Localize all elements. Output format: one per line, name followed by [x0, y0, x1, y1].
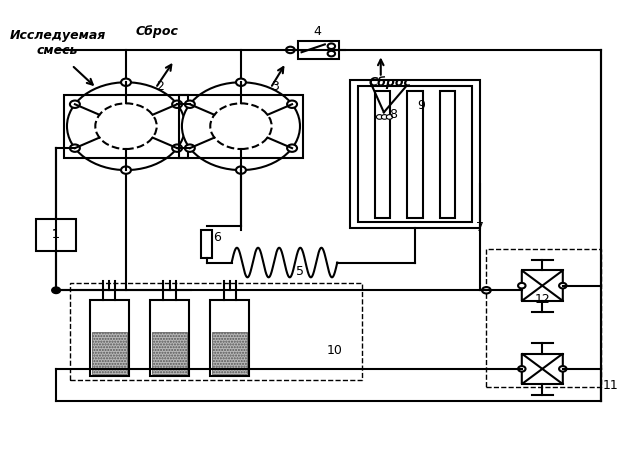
Text: Сброс: Сброс	[369, 76, 412, 89]
Bar	[152, 332, 188, 374]
Circle shape	[185, 100, 195, 108]
Circle shape	[182, 82, 300, 170]
Circle shape	[287, 145, 297, 152]
Circle shape	[559, 366, 566, 372]
Text: 1: 1	[52, 228, 60, 241]
Text: 11: 11	[603, 379, 618, 392]
Circle shape	[381, 115, 388, 119]
Text: 9: 9	[417, 99, 425, 112]
Circle shape	[376, 115, 383, 119]
Circle shape	[172, 100, 182, 108]
Circle shape	[387, 115, 392, 119]
Bar	[92, 332, 127, 374]
Bar	[212, 332, 248, 374]
Bar	[486, 249, 602, 387]
Bar	[407, 91, 422, 218]
Polygon shape	[542, 271, 563, 301]
Text: Исследуемая
смесь: Исследуемая смесь	[10, 29, 106, 57]
Circle shape	[121, 166, 131, 174]
Bar	[64, 94, 188, 158]
Bar	[440, 91, 455, 218]
Polygon shape	[522, 271, 542, 301]
Circle shape	[52, 287, 60, 293]
Text: 4: 4	[314, 25, 321, 38]
Circle shape	[518, 283, 525, 288]
Bar	[70, 283, 362, 380]
Bar	[210, 299, 250, 376]
Bar	[358, 86, 472, 222]
Circle shape	[172, 145, 182, 152]
Circle shape	[482, 287, 491, 293]
Bar	[179, 94, 303, 158]
Text: 8: 8	[389, 108, 397, 121]
Bar	[349, 80, 480, 228]
Bar	[150, 299, 189, 376]
Text: 3: 3	[271, 80, 279, 93]
Circle shape	[70, 100, 80, 108]
Circle shape	[236, 79, 246, 86]
Bar	[374, 91, 390, 218]
Polygon shape	[542, 353, 563, 384]
Text: 10: 10	[326, 344, 342, 357]
Circle shape	[236, 166, 246, 174]
Text: 5: 5	[296, 266, 304, 278]
Text: 12: 12	[534, 293, 550, 306]
Circle shape	[121, 79, 131, 86]
Circle shape	[70, 145, 80, 152]
Polygon shape	[522, 353, 542, 384]
Text: 6: 6	[213, 231, 221, 244]
Circle shape	[287, 100, 297, 108]
Bar	[201, 230, 212, 258]
Circle shape	[559, 283, 566, 288]
Circle shape	[185, 145, 195, 152]
Text: 2: 2	[156, 80, 164, 93]
Circle shape	[67, 82, 185, 170]
Text: Сброс: Сброс	[136, 25, 179, 38]
Text: 7: 7	[476, 221, 484, 234]
Text: 1: 1	[52, 228, 60, 241]
Bar	[36, 219, 76, 251]
Bar	[90, 299, 129, 376]
Bar	[298, 41, 339, 59]
Circle shape	[518, 366, 525, 372]
